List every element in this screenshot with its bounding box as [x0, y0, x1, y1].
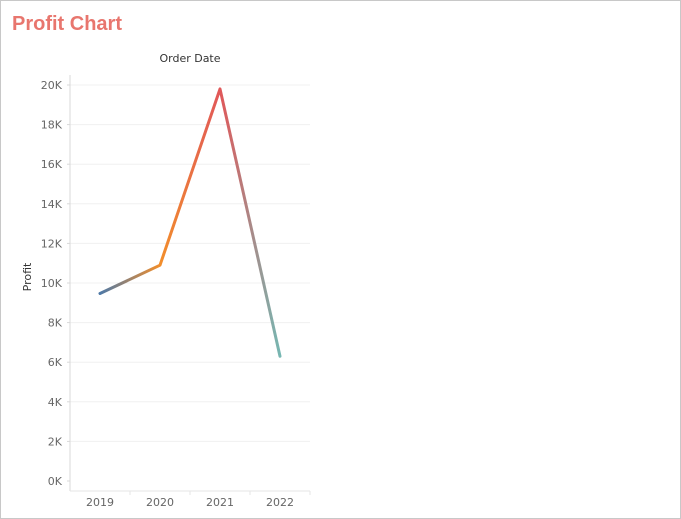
x-tick-label: 2021 [206, 496, 234, 509]
data-point[interactable] [99, 292, 102, 295]
sheet-title: Profit Chart [12, 13, 122, 35]
y-tick-label: 0K [48, 475, 63, 488]
y-tick-label: 4K [48, 396, 63, 409]
y-tick-label: 8K [48, 317, 63, 330]
y-tick-label: 2K [48, 435, 63, 448]
profit-series-line[interactable] [98, 87, 282, 358]
data-point[interactable] [159, 264, 162, 267]
y-tick-label: 12K [41, 237, 63, 250]
x-tick-label: 2020 [146, 496, 174, 509]
x-tick-label: 2022 [266, 496, 294, 509]
data-point[interactable] [219, 87, 222, 90]
data-point[interactable] [279, 355, 282, 358]
y-tick-label: 20K [41, 79, 63, 92]
x-axis: 2019 2020 2021 2022 [86, 491, 311, 509]
gridlines [70, 84, 310, 442]
y-tick-label: 6K [48, 356, 63, 369]
y-axis: 0K 2K 4K 6K 8K 10K 12K 14K 16K 18K 20K [41, 79, 70, 488]
y-tick-label: 14K [41, 198, 63, 211]
y-tick-label: 16K [41, 158, 63, 171]
series-group[interactable] [98, 87, 282, 358]
x-tick-label: 2019 [86, 496, 114, 509]
y-axis-title: Profit [21, 262, 34, 291]
column-header: Order Date [159, 52, 220, 65]
y-tick-label: 10K [41, 277, 63, 290]
y-tick-label: 18K [41, 119, 63, 132]
